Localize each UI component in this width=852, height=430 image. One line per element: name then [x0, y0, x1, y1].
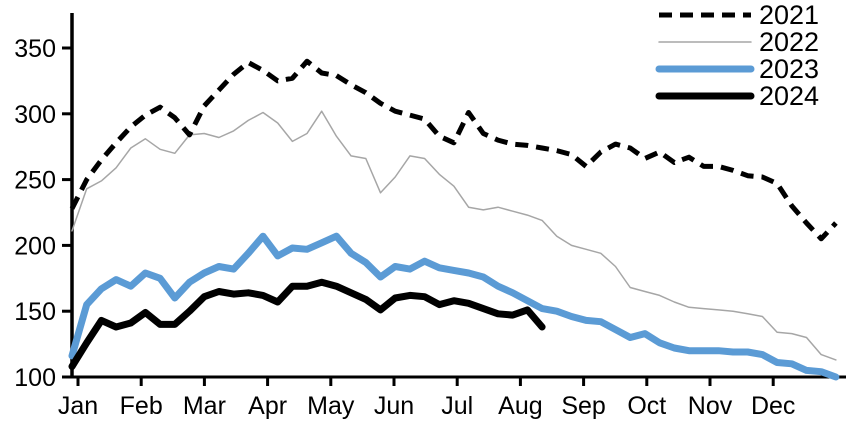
series-line-2021: [69, 58, 838, 242]
y-tick-label: 250: [14, 167, 56, 195]
x-tick-label-may: May: [307, 392, 355, 420]
y-tick-label: 100: [14, 364, 56, 392]
y-tick-label: 350: [14, 35, 56, 63]
y-tick-label: 200: [14, 232, 56, 260]
legend-label-2021: 2021: [759, 0, 819, 30]
series-line-2023: [68, 232, 840, 381]
x-tick-label-jan: Jan: [58, 392, 98, 420]
x-tick-label-mar: Mar: [183, 392, 226, 420]
legend-label-2023: 2023: [759, 54, 819, 84]
x-tick-label-sep: Sep: [561, 392, 605, 420]
series-line-2022: [71, 110, 837, 361]
x-tick-label-jul: Jul: [441, 392, 473, 420]
x-tick-label-aug: Aug: [498, 392, 542, 420]
x-tick-label-feb: Feb: [120, 392, 163, 420]
y-tick-label: 300: [14, 101, 56, 129]
x-tick-label-jun: Jun: [374, 392, 414, 420]
legend-label-2024: 2024: [759, 81, 819, 111]
x-tick-label-apr: Apr: [248, 392, 287, 420]
x-tick-label-oct: Oct: [627, 392, 666, 420]
legend-label-2022: 2022: [759, 27, 819, 57]
y-tick-label: 150: [14, 298, 56, 326]
x-tick-label-nov: Nov: [688, 392, 733, 420]
series-line-2024: [68, 278, 546, 370]
x-tick-label-dec: Dec: [751, 392, 795, 420]
